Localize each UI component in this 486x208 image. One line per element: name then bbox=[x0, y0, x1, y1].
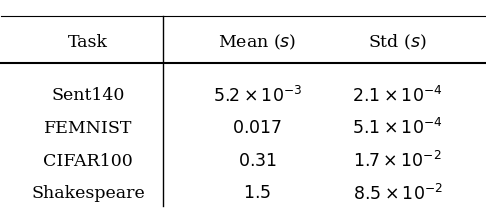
Text: Std ($s$): Std ($s$) bbox=[368, 33, 427, 52]
Text: $0.017$: $0.017$ bbox=[232, 120, 282, 137]
Text: $2.1 \times 10^{-4}$: $2.1 \times 10^{-4}$ bbox=[352, 85, 443, 106]
Text: Shakespeare: Shakespeare bbox=[32, 185, 145, 202]
Text: CIFAR100: CIFAR100 bbox=[43, 153, 133, 170]
Text: Task: Task bbox=[69, 34, 108, 51]
Text: $0.31$: $0.31$ bbox=[238, 153, 277, 170]
Text: Sent140: Sent140 bbox=[52, 87, 125, 104]
Text: $5.1 \times 10^{-4}$: $5.1 \times 10^{-4}$ bbox=[352, 118, 443, 138]
Text: $1.7 \times 10^{-2}$: $1.7 \times 10^{-2}$ bbox=[353, 151, 442, 171]
Text: $1.5$: $1.5$ bbox=[243, 185, 272, 202]
Text: Mean ($s$): Mean ($s$) bbox=[218, 33, 296, 52]
Text: FEMNIST: FEMNIST bbox=[44, 120, 133, 137]
Text: $5.2 \times 10^{-3}$: $5.2 \times 10^{-3}$ bbox=[213, 85, 302, 106]
Text: $8.5 \times 10^{-2}$: $8.5 \times 10^{-2}$ bbox=[353, 184, 443, 204]
